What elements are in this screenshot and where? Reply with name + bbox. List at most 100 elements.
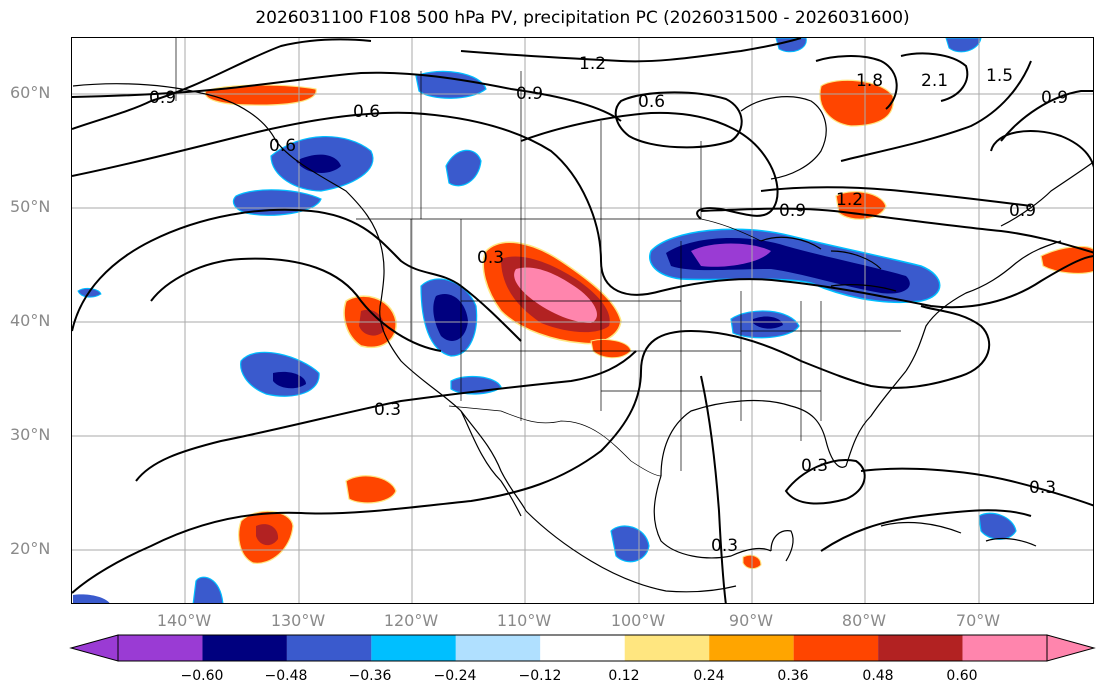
contour-0.3-loop — [150, 257, 442, 352]
coastlines — [72, 83, 1093, 593]
contour-0.6-loop — [614, 91, 743, 149]
colorbar-cell — [202, 635, 287, 661]
colorbar-tick-label: −0.24 — [433, 668, 477, 684]
lat-label-40n: 40°N — [10, 311, 51, 330]
colorbar-cell — [455, 635, 541, 661]
contour-ne — [1000, 90, 1093, 142]
colorbar-cell — [371, 635, 456, 661]
us-canada-border — [356, 218, 762, 242]
contour-label: 0.3 — [477, 248, 504, 268]
contour-0.9-b — [72, 38, 372, 130]
colorbar-cell — [793, 635, 879, 661]
lat-label-60n: 60°N — [10, 83, 51, 102]
colorbar-tick-label: −0.48 — [264, 668, 308, 684]
chart-title: 2026031100 F108 500 hPa PV, precipitatio… — [255, 8, 910, 28]
colorbar-tick-label: −0.12 — [518, 668, 562, 684]
contour-1.5 — [840, 60, 1032, 162]
colorbar-cell — [118, 635, 203, 661]
cuba — [880, 521, 962, 534]
contour-label: 0.9 — [1009, 201, 1036, 221]
contour-label: 0.9 — [1041, 88, 1068, 108]
contour-ne2 — [990, 130, 1093, 169]
colorbar-border — [117, 634, 1048, 662]
precip-positive-atlantic — [1040, 245, 1093, 275]
contour-label: 0.3 — [374, 400, 401, 420]
colorbar-cell — [286, 635, 372, 661]
colorbar-tick-label: 0.12 — [608, 668, 640, 684]
precip-negative-southwest — [192, 576, 224, 603]
contour-0.6-a — [72, 111, 1093, 309]
contour-label: 0.6 — [269, 136, 296, 156]
precip-negative-north1 — [775, 38, 807, 53]
contour-label: 0.9 — [779, 201, 806, 221]
political-borders — [175, 38, 901, 477]
precip-negative-southwest2 — [73, 594, 110, 603]
mexico-west-coast — [525, 510, 737, 593]
yucatan — [770, 530, 794, 562]
contour-0.3-east — [784, 459, 866, 505]
lat-label-20n: 20°N — [10, 539, 51, 558]
colorbar-cell — [878, 635, 963, 661]
contour-label: 0.3 — [711, 536, 738, 556]
contour-label: 2.1 — [921, 71, 948, 91]
contour-label: 0.3 — [801, 456, 828, 476]
state-lines — [410, 219, 901, 471]
colorbar-tick-label: −0.60 — [180, 668, 224, 684]
precip-positive-pacific-2-core — [256, 524, 279, 546]
colorbar-cells — [69, 634, 1096, 662]
colorbar — [69, 634, 1096, 662]
contour-1.2-a — [460, 38, 802, 63]
west-coast — [72, 83, 527, 512]
colorbar-tick-label: −0.36 — [348, 668, 392, 684]
precip-negative-pacific-2-core — [273, 371, 306, 389]
colorbar-cell — [540, 635, 625, 661]
contour-label: 1.5 — [986, 66, 1013, 86]
colorbar-cell — [709, 635, 794, 661]
precip-positive-rockies-tail — [590, 338, 632, 359]
precip-negative-bc — [415, 70, 487, 99]
map-area: 0.9 0.6 1.2 0.9 0.6 2.1 1.8 1.5 0.9 0.9 … — [71, 37, 1094, 604]
baja — [460, 410, 522, 517]
east-coast — [905, 240, 1062, 372]
lat-label-30n: 30°N — [10, 425, 51, 444]
colorbar-tick-label: 0.36 — [777, 668, 809, 684]
contour-label: 0.6 — [638, 92, 665, 112]
colorbar-extend-min — [69, 634, 119, 662]
hispaniola — [985, 537, 1037, 547]
lon-label-90w: 90°W — [728, 611, 774, 630]
lat-label-50n: 50°N — [10, 197, 51, 216]
lon-label-80w: 80°W — [841, 611, 887, 630]
lon-label-120w: 120°W — [383, 611, 439, 630]
canada-east — [1000, 161, 1093, 227]
map-canvas: 0.9 0.6 1.2 0.9 0.6 2.1 1.8 1.5 0.9 0.9 … — [72, 38, 1093, 603]
canada-provinces — [175, 38, 702, 219]
contour-label: 0.6 — [353, 102, 380, 122]
precip-positive-pacific-1 — [345, 475, 397, 504]
contour-0.9-a — [72, 71, 622, 122]
contour-0.3-se — [860, 467, 1093, 507]
colorbar-extend-max — [1046, 634, 1096, 662]
colorbar-tick-label: 0.60 — [946, 668, 978, 684]
precip-positive-quebec — [819, 79, 894, 127]
colorbar-cell — [624, 635, 710, 661]
precip-positive-rockies-peak — [514, 267, 597, 323]
precip-negative-canada — [445, 149, 482, 187]
colorbar-tick-label: 0.48 — [862, 668, 894, 684]
contour-0.3-south — [72, 305, 991, 594]
precip-negative-nevada-core — [433, 293, 468, 341]
contour-0.9-c — [520, 111, 779, 220]
precip-negative-mexico — [610, 525, 650, 563]
lon-label-130w: 130°W — [270, 611, 326, 630]
contour-label: 1.2 — [579, 54, 606, 74]
contour-0.3-mid — [135, 350, 637, 482]
precip-negative-midwest-core — [753, 316, 783, 329]
florida — [845, 370, 907, 467]
lon-label-110w: 110°W — [496, 611, 552, 630]
contour-label: 1.8 — [856, 71, 883, 91]
precip-positive-california-core — [359, 309, 385, 336]
contour-label: 0.3 — [1029, 478, 1056, 498]
contour-label-group: 0.9 0.6 1.2 0.9 0.6 2.1 1.8 1.5 0.9 0.9 … — [149, 54, 1068, 556]
contour-0.3-sw — [820, 509, 1032, 552]
contour-label: 1.2 — [836, 190, 863, 210]
lon-label-140w: 140°W — [156, 611, 212, 630]
